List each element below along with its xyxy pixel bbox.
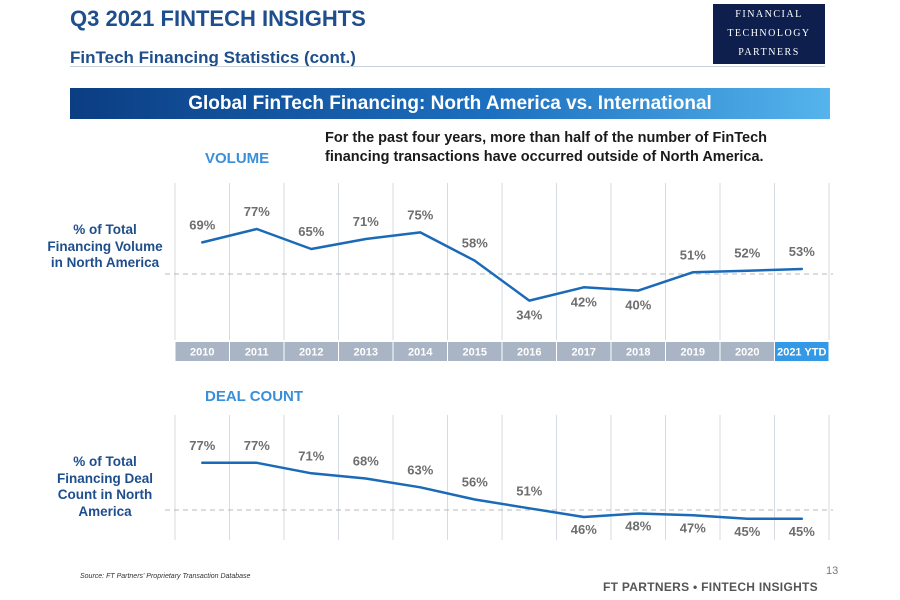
year-cell [284,342,338,361]
year-tick-label: 2019 [681,347,705,359]
deal-count-data-label: 71% [298,448,324,463]
deal-count-series-line [201,461,804,521]
page-subtitle: FinTech Financing Statistics (cont.) [70,48,356,67]
year-tick-label: 2013 [354,347,378,359]
volume-section-title: VOLUME [205,150,270,167]
year-cell [230,342,284,361]
deal-count-data-label: 56% [462,475,488,490]
deal-count-data-label: 51% [516,483,542,498]
header-divider [70,66,825,67]
year-tick-label: 2020 [735,347,759,359]
section-banner: Global FinTech Financing: North America … [70,88,830,119]
logo-line-3: PARTNERS [738,47,800,58]
year-cell [557,342,611,361]
volume-data-label: 69% [189,217,215,232]
year-tick-label: 2015 [463,347,487,359]
year-cell [502,342,556,361]
volume-data-label: 40% [625,298,651,313]
year-tick-label: 2010 [190,347,214,359]
year-cell [175,342,229,361]
year-tick-label: 2017 [572,347,596,359]
volume-data-label: 53% [789,244,815,259]
year-tick-label: 2012 [299,347,323,359]
footer-brand: FT PARTNERS • FINTECH INSIGHTS [603,580,818,594]
volume-data-label: 77% [244,204,270,219]
deal-count-data-label: 48% [625,519,651,534]
year-cell [339,342,393,361]
page-number: 13 [826,565,839,577]
deal-count-data-label: 68% [353,454,379,469]
year-cell [720,342,774,361]
volume-data-label: 34% [516,308,542,323]
year-tick-label: 2011 [245,347,269,359]
volume-series-line [201,227,804,302]
deal-count-data-label: 45% [734,524,760,539]
year-cell [775,342,829,361]
volume-data-label: 65% [298,224,324,239]
year-cell [393,342,447,361]
logo-line-1: FINANCIAL [735,9,803,20]
logo-line-2: TECHNOLOGY [727,28,811,39]
year-tick-label: 2014 [408,347,433,359]
volume-y-label: % of Total Financing Volume in North Ame… [47,222,163,270]
volume-data-label: 42% [571,294,597,309]
year-tick-label: 2018 [626,347,650,359]
deal-count-data-label: 77% [189,438,215,453]
year-tick-label: 2016 [517,347,541,359]
year-cell [666,342,720,361]
deal-count-section-title: DEAL COUNT [205,388,304,405]
deal-count-data-label: 77% [244,438,270,453]
volume-data-label: 71% [353,214,379,229]
ft-partners-logo: FINANCIAL TECHNOLOGY PARTNERS [713,4,825,64]
deal-count-data-label: 45% [789,524,815,539]
year-cell [448,342,502,361]
deal-count-data-label: 47% [680,520,706,535]
source-note: Source: FT Partners' Proprietary Transac… [80,573,251,580]
year-tick-label: 2021 YTD [777,347,826,359]
deal-count-data-label: 46% [571,522,597,537]
deal-count-y-label: % of Total Financing Deal Count in North… [56,454,154,519]
year-cell [611,342,665,361]
volume-data-label: 52% [734,246,760,261]
volume-data-label: 75% [407,207,433,222]
deal-count-data-label: 63% [407,462,433,477]
volume-data-label: 58% [462,236,488,251]
chart-note: For the past four years, more than half … [325,130,768,165]
volume-data-label: 51% [680,247,706,262]
page-title: Q3 2021 FINTECH INSIGHTS [70,6,366,31]
